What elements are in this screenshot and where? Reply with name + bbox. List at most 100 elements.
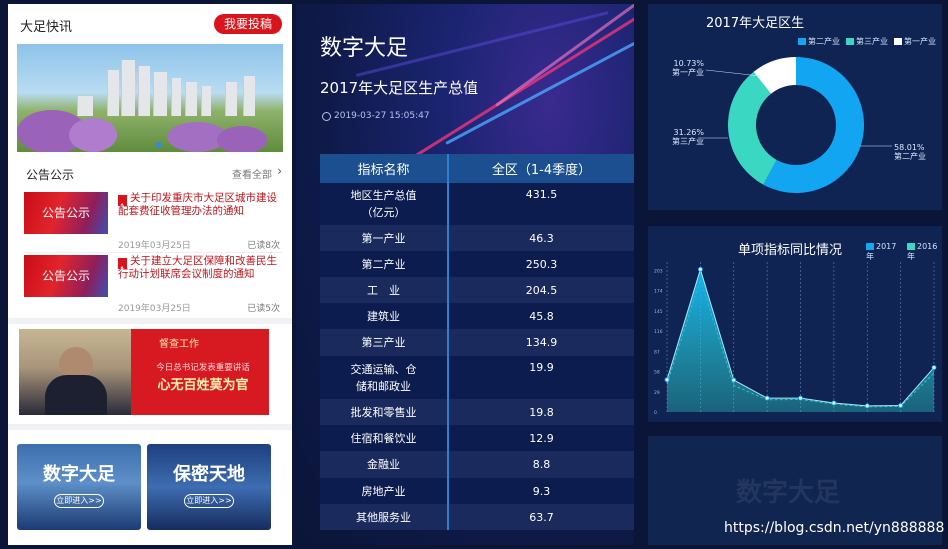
slice-name-label: 第三产业 bbox=[672, 136, 704, 146]
tile-title: 数字大足 bbox=[43, 464, 115, 485]
panel-subtitle: 2017年大足区生产总值 bbox=[320, 79, 479, 97]
placeholder-panel: 数字大足 bbox=[648, 436, 942, 545]
news-banner-image[interactable] bbox=[17, 44, 283, 152]
indicator-name-cell: 批发和零售业 bbox=[320, 399, 449, 425]
donut-chart: 58.01%第二产业 31.26%第三产业 10.73%第一产业 bbox=[672, 57, 926, 193]
legend-item[interactable]: 2017年 bbox=[866, 242, 897, 261]
notice-item[interactable]: 公告公示 关于印发重庆市大足区城市建设配套费征收管理办法的通知 2019年03月… bbox=[8, 192, 292, 254]
y-tick-label: 203 bbox=[654, 268, 663, 274]
indicator-name-cell: 住宿和餐饮业 bbox=[320, 425, 449, 451]
area-chart: 0 29 58 87 116 145 174 203 bbox=[654, 262, 937, 416]
indicator-name-cell: 第三产业 bbox=[320, 329, 449, 356]
section-divider bbox=[8, 424, 292, 430]
slice-percent-label: 31.26% bbox=[673, 128, 704, 137]
donut-chart-panel: 2017年大足区生 第二产业 第三产业 第一产业 58.01% 第二产业 31.26… bbox=[648, 4, 942, 210]
section-divider bbox=[8, 318, 292, 324]
carousel-dot[interactable] bbox=[156, 142, 162, 148]
brand-title: 数字大足 bbox=[320, 36, 409, 61]
bookmark-icon bbox=[118, 258, 127, 269]
y-tick-label: 0 bbox=[654, 410, 657, 416]
source-watermark: https://blog.csdn.net/yn888888 bbox=[724, 520, 945, 536]
table-row: 地区生产总值（亿元） 431.5 bbox=[320, 183, 634, 225]
notice-section-header: 公告公示 查看全部 › bbox=[8, 160, 292, 184]
indicator-name-cell: 建筑业 bbox=[320, 303, 449, 329]
indicator-name-cell: 工 业 bbox=[320, 277, 449, 303]
view-all-link[interactable]: 查看全部 bbox=[232, 170, 272, 181]
indicator-name-cell: 金融业 bbox=[320, 451, 449, 478]
slice-name-label: 第二产业 bbox=[894, 151, 926, 161]
indicator-value-cell: 8.8 bbox=[448, 451, 634, 478]
chevron-right-icon[interactable]: › bbox=[277, 164, 282, 178]
y-tick-label: 58 bbox=[654, 370, 660, 376]
legend-item[interactable]: 第三产业 bbox=[846, 36, 888, 47]
supervision-subtitle: 今日总书记发表重要讲话 bbox=[156, 363, 250, 373]
indicator-value-cell: 46.3 bbox=[448, 225, 634, 251]
indicator-name-cell: 交通运输、仓储和邮政业 bbox=[320, 356, 449, 399]
table-row: 第三产业 134.9 bbox=[320, 329, 634, 356]
table-row: 建筑业 45.8 bbox=[320, 303, 634, 329]
indicator-value-cell: 204.5 bbox=[448, 277, 634, 303]
y-tick-label: 29 bbox=[654, 390, 660, 396]
donut-slice bbox=[728, 71, 777, 185]
column-header: 全区（1-4季度） bbox=[448, 154, 634, 183]
enter-button[interactable]: 立即进入>> bbox=[184, 494, 234, 508]
column-header: 指标名称 bbox=[320, 154, 449, 183]
indicator-value-cell: 12.9 bbox=[448, 425, 634, 451]
notice-title[interactable]: 关于印发重庆市大足区城市建设配套费征收管理办法的通知 bbox=[118, 192, 277, 217]
supervision-headline: 心无百姓莫为官 bbox=[157, 378, 249, 393]
table-row: 金融业 8.8 bbox=[320, 451, 634, 478]
indicator-name-cell: 房地产业 bbox=[320, 478, 449, 504]
enter-button[interactable]: 立即进入>> bbox=[54, 494, 104, 508]
data-point bbox=[864, 403, 870, 409]
series-area-2017 bbox=[667, 269, 934, 412]
indicator-value-cell: 45.8 bbox=[448, 303, 634, 329]
data-point bbox=[798, 395, 803, 401]
submit-article-button[interactable]: 我要投稿 bbox=[213, 14, 282, 34]
confidential-tile[interactable]: 保密天地 立即进入>> bbox=[147, 444, 271, 530]
donut-hole bbox=[757, 86, 835, 164]
table-row: 其他服务业 63.7 bbox=[320, 504, 634, 530]
data-point bbox=[831, 400, 837, 406]
data-point bbox=[931, 365, 937, 370]
indicator-value-cell: 250.3 bbox=[448, 251, 634, 277]
notice-thumbnail: 公告公示 bbox=[24, 255, 108, 297]
y-tick-label: 87 bbox=[654, 349, 660, 355]
clock-icon bbox=[322, 112, 331, 121]
data-point bbox=[764, 395, 770, 401]
y-tick-label: 174 bbox=[654, 289, 663, 295]
notice-thumbnail: 公告公示 bbox=[24, 192, 108, 234]
table-row: 第二产业 250.3 bbox=[320, 251, 634, 277]
timestamp: 2019-03-27 15:05:47 bbox=[334, 111, 430, 121]
table-row: 批发和零售业 19.8 bbox=[320, 399, 634, 425]
legend-item[interactable]: 2016年 bbox=[907, 242, 938, 261]
indicator-value-cell: 19.8 bbox=[448, 399, 634, 425]
donut-slice bbox=[753, 57, 796, 94]
data-point bbox=[697, 266, 703, 272]
legend-item[interactable]: 第二产业 bbox=[798, 36, 840, 47]
slice-percent-label: 10.73% bbox=[673, 59, 704, 68]
indicator-value-cell: 134.9 bbox=[448, 329, 634, 356]
legend-item[interactable]: 第一产业 bbox=[894, 36, 936, 47]
data-point bbox=[898, 403, 904, 408]
indicator-value-cell: 19.9 bbox=[448, 356, 634, 399]
slice-percent-label: 58.01% bbox=[894, 143, 925, 152]
notice-read-count: 已读8次 bbox=[247, 241, 280, 251]
indicator-value-cell: 63.7 bbox=[448, 504, 634, 530]
table-row: 交通运输、仓储和邮政业 19.9 bbox=[320, 356, 634, 399]
donut-legend: 第二产业 第三产业 第一产业 bbox=[798, 36, 936, 47]
table-row: 工 业 204.5 bbox=[320, 277, 634, 303]
digital-dazu-tile[interactable]: 数字大足 立即进入>> bbox=[17, 444, 141, 530]
slice-name-label: 第一产业 bbox=[672, 67, 704, 77]
indicator-name-cell: 第二产业 bbox=[320, 251, 449, 277]
data-point bbox=[731, 377, 737, 383]
table-header-row: 指标名称 全区（1-4季度） bbox=[320, 154, 634, 183]
notice-title[interactable]: 关于建立大足区保障和改善民生行动计划联席会议制度的通知 bbox=[118, 255, 277, 280]
notice-item[interactable]: 公告公示 关于建立大足区保障和改善民生行动计划联席会议制度的通知 2019年03… bbox=[8, 255, 292, 317]
y-tick-label: 145 bbox=[654, 309, 663, 315]
data-point bbox=[664, 377, 670, 383]
supervision-banner[interactable]: 督查工作 今日总书记发表重要讲话 心无百姓莫为官 bbox=[19, 329, 269, 415]
indicator-value-cell: 9.3 bbox=[448, 478, 634, 504]
notice-read-count: 已读5次 bbox=[247, 304, 280, 314]
line-chart-panel: 单项指标同比情况 2017年 2016年 0 29 58 87 116 145 174 203 bbox=[648, 226, 942, 422]
donut-slice bbox=[763, 57, 864, 193]
